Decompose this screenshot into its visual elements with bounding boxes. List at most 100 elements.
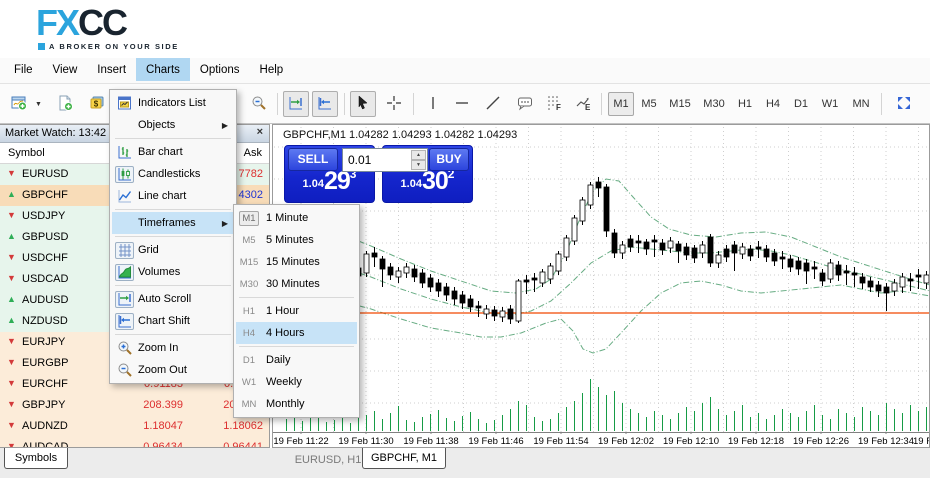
volume-spinner-down[interactable]: ▼ xyxy=(411,160,426,170)
new-order-button[interactable]: $ xyxy=(84,91,110,117)
symbol-name: GBPUSD xyxy=(22,231,69,243)
symbol-name: EURGBP xyxy=(22,357,69,369)
timeframe-button-m1[interactable]: M1 xyxy=(608,92,634,116)
menu-item-label: Candlesticks xyxy=(138,168,201,180)
new-document-button[interactable] xyxy=(52,91,78,117)
text-label-button[interactable] xyxy=(512,91,538,117)
time-axis-label: 19 Feb 12:10 xyxy=(663,436,719,447)
cursor-button[interactable] xyxy=(350,91,376,117)
timeframe-item-m30[interactable]: M30 30 Minutes xyxy=(236,273,357,295)
charts-menu-item-zoom-out[interactable]: Zoom Out xyxy=(112,359,234,381)
menu-help[interactable]: Help xyxy=(259,64,284,76)
symbol-name: AUDCAD xyxy=(22,441,69,448)
column-header-ask[interactable]: Ask xyxy=(243,147,262,159)
fibonacci-button[interactable]: F xyxy=(541,91,567,117)
ask-value: 7782 xyxy=(238,168,263,180)
menu-item-label: Indicators List xyxy=(138,97,206,109)
new-chart-button[interactable] xyxy=(6,91,32,117)
timeframe-button-h1[interactable]: H1 xyxy=(737,98,753,110)
fullscreen-button[interactable] xyxy=(891,91,917,117)
timeframe-label: Daily xyxy=(266,354,291,366)
charts-menu-item-volumes[interactable]: Volumes xyxy=(112,261,234,283)
timeframe-button-m15[interactable]: M15 xyxy=(669,98,691,110)
buy-button[interactable]: BUY xyxy=(429,148,469,171)
vline-icon xyxy=(425,95,441,114)
menu-item-label: Objects xyxy=(138,119,176,131)
charts-menu-item-grid[interactable]: Grid xyxy=(112,239,234,261)
crosshair-button[interactable] xyxy=(381,91,407,117)
menu-options[interactable]: Options xyxy=(199,64,240,76)
timeframe-item-mn[interactable]: MN Monthly xyxy=(236,393,357,415)
trendline-icon xyxy=(485,95,501,114)
timeframe-button-d1[interactable]: D1 xyxy=(793,98,809,110)
timeframe-button-m30[interactable]: M30 xyxy=(703,98,725,110)
tab-eurusd-h1[interactable]: EURUSD, H1 xyxy=(294,454,362,466)
arrows-button[interactable]: E xyxy=(570,91,596,117)
timeframe-item-m15[interactable]: M15 15 Minutes xyxy=(236,251,357,273)
charts-menu-item-objects[interactable]: Objects ▶ xyxy=(112,114,234,136)
menu-insert[interactable]: Insert xyxy=(97,64,127,76)
menu-file[interactable]: File xyxy=(14,64,33,76)
timeframe-button-w1[interactable]: W1 xyxy=(821,98,839,110)
cursor-icon xyxy=(355,94,371,114)
menu-separator xyxy=(115,209,231,210)
new-chart-icon xyxy=(11,95,27,114)
timeframe-key: H1 xyxy=(242,305,256,317)
arrow-down-icon: ▼ xyxy=(7,441,16,448)
tab-symbols[interactable]: Symbols xyxy=(4,448,68,469)
column-header-symbol[interactable]: Symbol xyxy=(8,147,45,159)
charts-menu-item-auto-scroll[interactable]: Auto Scroll xyxy=(112,288,234,310)
chart-shift-button[interactable] xyxy=(312,91,338,117)
timeframe-item-d1[interactable]: D1 Daily xyxy=(236,349,357,371)
charts-menu-item-bar-chart[interactable]: Bar chart xyxy=(112,141,234,163)
vertical-line-button[interactable] xyxy=(420,91,446,117)
zoom-out-button[interactable] xyxy=(246,91,272,117)
timeframe-button-mn[interactable]: MN xyxy=(852,98,870,110)
charts-menu-item-zoom-in[interactable]: Zoom In xyxy=(112,337,234,359)
horizontal-line-button[interactable] xyxy=(449,91,475,117)
bid-value: 208.399 xyxy=(143,399,183,411)
timeframe-item-h4[interactable]: H4 4 Hours xyxy=(236,322,357,344)
timeframe-button-h4[interactable]: H4 xyxy=(765,98,781,110)
close-icon[interactable]: × xyxy=(256,126,263,138)
menu-separator xyxy=(239,297,354,298)
volume-spinner-up[interactable]: ▲ xyxy=(411,150,426,160)
charts-menu-item-timeframes[interactable]: Timeframes ▶ xyxy=(112,212,234,234)
timeframe-label: 1 Minute xyxy=(266,212,309,224)
charts-menu-item-indicators-list[interactable]: Indicators List xyxy=(112,92,234,114)
tab-gbpchf-m1[interactable]: GBPCHF, M1 xyxy=(362,448,446,469)
timeframe-item-m5[interactable]: M5 5 Minutes xyxy=(236,229,357,251)
trendline-button[interactable] xyxy=(480,91,506,117)
auto-scroll-button[interactable] xyxy=(283,91,309,117)
no-icon xyxy=(115,215,134,232)
symbol-name: GBPCHF xyxy=(22,189,68,201)
header: FXCC A BROKER ON YOUR SIDE xyxy=(0,0,930,56)
timeframe-item-m1[interactable]: M1 1 Minute xyxy=(236,207,357,229)
charts-menu-item-chart-shift[interactable]: Chart Shift xyxy=(112,310,234,332)
chart-canvas[interactable] xyxy=(273,125,930,448)
time-axis-label: 19 Feb 12:26 xyxy=(793,436,849,447)
charts-menu-item-line-chart[interactable]: Line chart xyxy=(112,185,234,207)
chevron-down-icon[interactable]: ▼ xyxy=(35,101,42,108)
timeframe-item-w1[interactable]: W1 Weekly xyxy=(236,371,357,393)
market-watch-row-audcad[interactable]: ▼ AUDCAD 0.96434 0.96441 xyxy=(0,437,269,448)
one-click-trading-panel: 1.04293 1.04302 SELL BUY ▲ ▼ xyxy=(284,145,473,203)
volume-input[interactable] xyxy=(343,149,411,171)
menu-view[interactable]: View xyxy=(52,64,78,76)
time-axis-label: 19 Feb 12:18 xyxy=(728,436,784,447)
time-axis-label: 19 Feb 11:30 xyxy=(338,436,394,447)
timeframe-key: M1 xyxy=(236,210,262,226)
timeframe-button-m5[interactable]: M5 xyxy=(641,98,657,110)
timeframe-item-h1[interactable]: H1 1 Hour xyxy=(236,300,357,322)
charts-menu-item-candlesticks[interactable]: Candlesticks xyxy=(112,163,234,185)
charts-menu-popup: Indicators List Objects ▶ Bar chart Candlest… xyxy=(109,89,237,384)
symbol-name: EURUSD xyxy=(22,168,69,180)
timeframe-key: D1 xyxy=(242,354,256,366)
chart-shift-icon xyxy=(115,312,134,330)
menu-charts[interactable]: Charts xyxy=(136,58,190,81)
menu-separator xyxy=(115,236,231,237)
sell-button[interactable]: SELL xyxy=(288,148,338,171)
market-watch-row-audnzd[interactable]: ▼ AUDNZD 1.18047 1.18062 xyxy=(0,416,269,437)
menu-item-label: Auto Scroll xyxy=(138,293,192,305)
